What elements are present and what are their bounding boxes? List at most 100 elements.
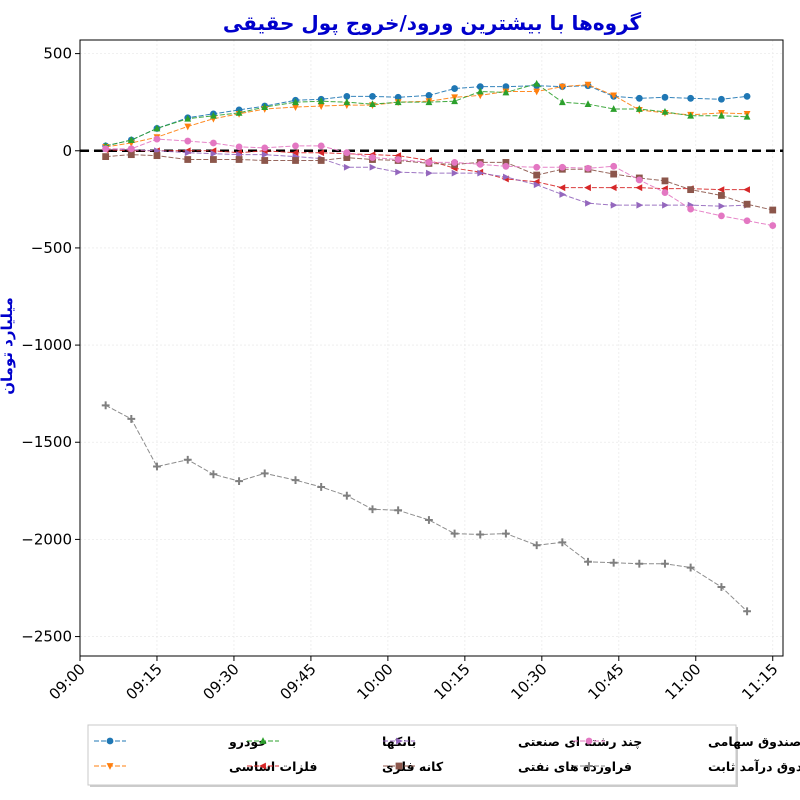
series-5 [102, 145, 751, 210]
data-point [343, 92, 351, 100]
data-point [584, 81, 592, 89]
data-point [661, 93, 669, 101]
data-point [661, 559, 669, 568]
data-point [343, 98, 351, 106]
series-line [105, 148, 748, 207]
data-point [394, 506, 403, 515]
series-6 [102, 151, 777, 214]
data-point [533, 181, 541, 189]
data-point [502, 159, 510, 166]
data-point [450, 529, 459, 538]
data-point [503, 173, 510, 181]
data-point [343, 154, 351, 161]
y-axis-label: میلیارد تومان [0, 297, 16, 395]
plot-frame [79, 39, 784, 657]
data-point [153, 462, 161, 471]
y-tick-label: −1500 [21, 433, 72, 451]
legend-swatch-marker [259, 762, 266, 770]
data-point [291, 149, 299, 157]
data-point [635, 105, 643, 112]
data-point [686, 563, 695, 572]
data-point [394, 98, 402, 106]
data-point [533, 88, 541, 96]
x-tick-label: 09:45 [276, 660, 319, 703]
y-tick-label: −1000 [21, 336, 72, 354]
data-point [610, 162, 618, 170]
data-point [558, 538, 567, 547]
legend-label: صندوق درآمد ثابت [708, 759, 800, 774]
data-point [476, 160, 484, 168]
data-point [153, 152, 161, 160]
data-point [292, 104, 299, 111]
x-tick-label: 10:00 [353, 660, 396, 703]
data-point [261, 151, 269, 159]
data-point [743, 92, 751, 100]
data-point [610, 170, 618, 178]
data-point [635, 176, 643, 184]
data-point [661, 189, 669, 196]
data-point [477, 169, 485, 177]
data-point [210, 139, 217, 147]
legend-swatch-marker [585, 737, 593, 745]
data-point [292, 98, 299, 106]
data-point [609, 184, 617, 192]
data-point [451, 85, 458, 92]
data-point [184, 149, 192, 157]
data-point [533, 171, 541, 179]
data-point [317, 149, 325, 157]
data-point [369, 154, 376, 161]
data-point [101, 401, 110, 410]
series-layer [80, 79, 783, 616]
data-point [610, 92, 618, 100]
data-point [261, 157, 269, 164]
data-point [558, 98, 566, 106]
x-tick-label: 09:15 [122, 660, 165, 703]
grid-lines [79, 40, 783, 656]
data-point [235, 108, 243, 116]
data-point [209, 470, 218, 479]
data-point [235, 143, 243, 151]
data-point [610, 201, 618, 209]
data-point [769, 206, 777, 214]
series-line [105, 404, 748, 612]
data-point [558, 184, 566, 192]
series-line [105, 149, 748, 191]
data-point [184, 123, 192, 131]
data-point [317, 483, 326, 491]
data-point [476, 83, 484, 91]
legend-label: صندوق سهامی [708, 734, 800, 749]
data-point [342, 491, 351, 500]
data-point [717, 186, 725, 194]
data-point [718, 192, 725, 199]
legend-entry-2: فلزات اساسی [94, 759, 317, 774]
data-point [687, 205, 695, 213]
data-point [425, 98, 433, 106]
data-point [261, 144, 269, 152]
data-point [476, 530, 485, 539]
data-point [687, 186, 695, 194]
y-tick-label: −2000 [21, 530, 72, 548]
data-point [743, 112, 751, 120]
data-point [743, 607, 751, 616]
data-point [584, 184, 591, 192]
legend-swatch-marker [585, 762, 593, 770]
data-point [184, 137, 192, 145]
data-point [476, 87, 484, 95]
data-point [184, 114, 192, 122]
data-point [661, 177, 669, 185]
data-point [743, 217, 751, 225]
data-point [261, 103, 269, 110]
data-point [127, 151, 135, 159]
data-point [210, 156, 217, 163]
y-tick-label: −500 [31, 239, 72, 257]
data-point [317, 157, 325, 164]
data-point [425, 516, 433, 524]
series-8 [101, 401, 751, 616]
data-point [718, 202, 726, 210]
legend-swatch-marker [106, 763, 114, 770]
legend-swatch-marker [396, 737, 403, 745]
data-point [235, 156, 243, 163]
data-point [102, 153, 110, 160]
legend-entry-8: صندوق درآمد ثابت [573, 759, 800, 774]
data-point [394, 93, 402, 101]
